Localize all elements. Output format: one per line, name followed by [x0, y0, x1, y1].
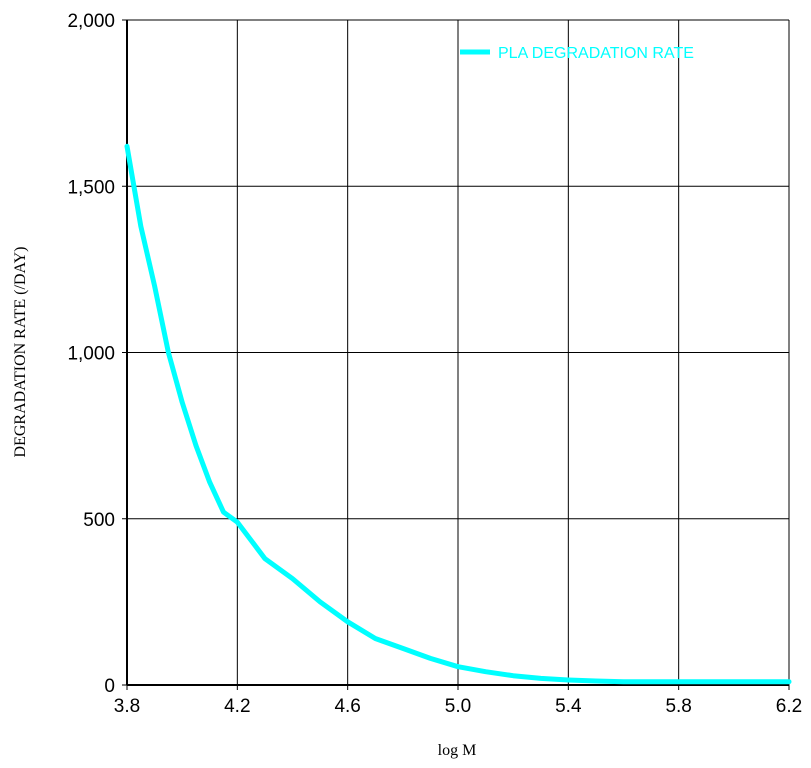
grid [126, 19, 790, 686]
x-tick-label: 6.2 [776, 696, 802, 717]
axes [122, 19, 790, 690]
legend-label: PLA DEGRADATION RATE [498, 45, 694, 62]
x-tick-label: 3.8 [114, 696, 140, 717]
x-tick-label: 5.4 [555, 696, 582, 717]
series-layer [124, 143, 792, 685]
y-tick-label: 1,000 [67, 344, 115, 365]
y-tick-label: 0 [104, 676, 115, 697]
legend: PLA DEGRADATION RATE [460, 45, 694, 62]
y-tick-labels: 0 500 1,000 1,500 2,000 [67, 11, 115, 697]
x-tick-label: 4.2 [224, 696, 250, 717]
y-tick-label: 2,000 [67, 11, 115, 32]
y-tick-label: 1,500 [67, 177, 115, 198]
x-tick-label: 4.6 [334, 696, 360, 717]
y-tick-label: 500 [83, 510, 115, 531]
series-line [124, 143, 792, 685]
x-tick-label: 5.8 [665, 696, 691, 717]
y-axis-label: DEGRADATION RATE (/DAY) [12, 247, 29, 458]
x-axis-label: log M [438, 742, 477, 759]
x-tick-label: 5.0 [445, 696, 471, 717]
x-tick-labels: 3.8 4.2 4.6 5.0 5.4 5.8 6.2 [114, 696, 802, 717]
